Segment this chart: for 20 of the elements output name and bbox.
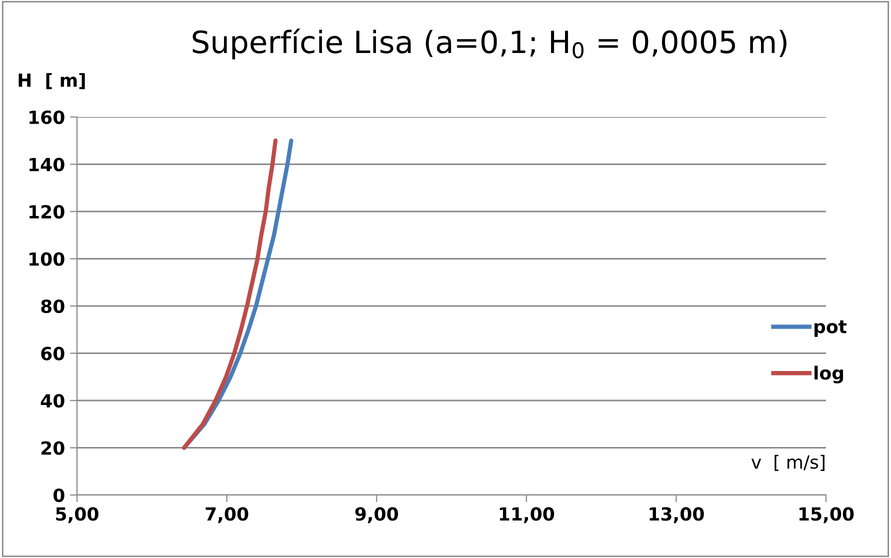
y-tick-label: 140: [30, 158, 64, 172]
y-axis-title: H [ m]: [18, 73, 85, 90]
y-tick-label: 60: [41, 346, 64, 360]
x-tick-label: 11,00: [500, 507, 554, 524]
x-tick-label: 13,00: [650, 507, 704, 524]
y-tick-label: 40: [40, 394, 64, 408]
y-tick-label: 100: [30, 252, 64, 266]
x-tick-label: 9,00: [355, 507, 398, 524]
legend-label: log: [814, 366, 844, 384]
x-tick-label: 5,00: [56, 507, 98, 524]
x-tick-label: 15,00: [799, 507, 854, 524]
x-tick-label: 7,00: [206, 507, 248, 524]
y-tick-label: 0: [53, 488, 64, 502]
y-tick-label: 120: [30, 204, 64, 219]
y-tick-label: 80: [41, 299, 64, 314]
chart-title: Superfície Lisa (a=0,1; H$_{0}$ = 0,0005 m): [192, 28, 786, 60]
x-axis-title: v [ m/s]: [751, 454, 824, 471]
legend-label: pot: [814, 320, 847, 337]
y-tick-label: 160: [30, 110, 64, 124]
y-tick-label: 20: [41, 441, 64, 455]
